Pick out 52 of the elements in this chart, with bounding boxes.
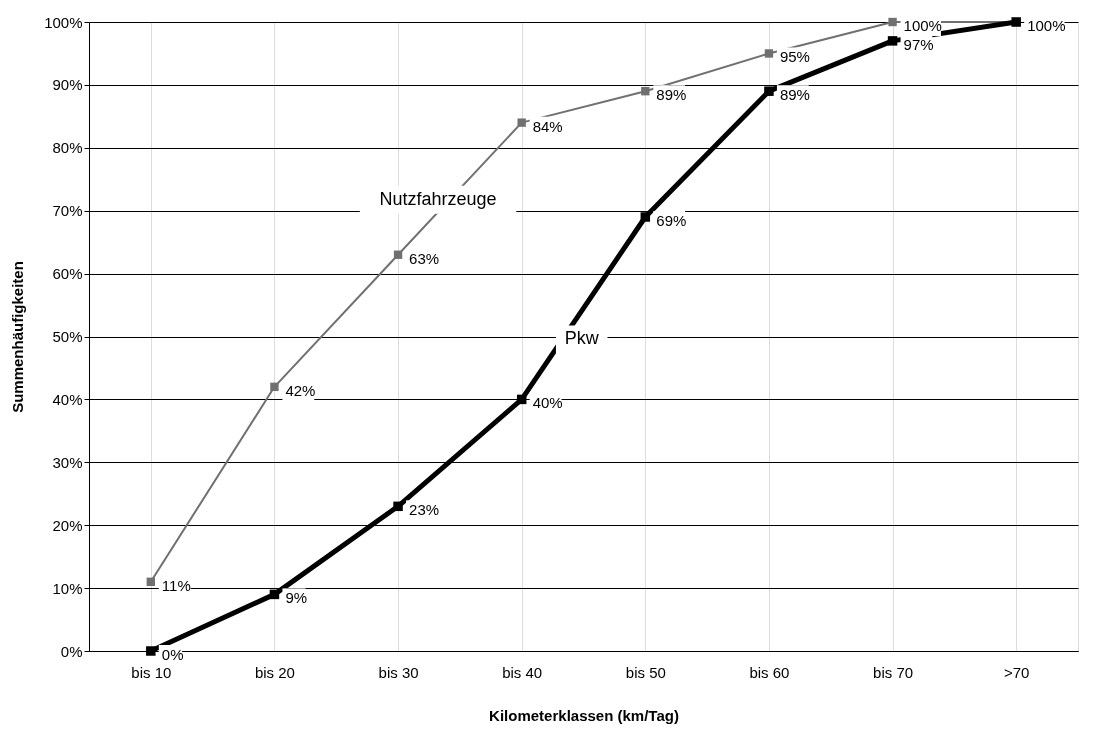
data-label: 84% [532,117,563,135]
point [764,49,774,58]
point [764,86,774,96]
data-label: 100% [1027,17,1066,34]
y-tick-label: 70% [52,202,83,220]
y-tick-label: 80% [52,139,83,157]
x-tick-label: bis 50 [625,663,666,681]
x-axis-title: Kilometerklassen (km/Tag) [489,706,679,724]
y-axis-title: Summenhäufigkeiten [9,261,27,413]
point [888,17,897,27]
x-tick-label: bis 60 [749,663,790,681]
x-tick-label: bis 20 [254,663,295,681]
y-tick-label: 0% [60,642,83,660]
data-label: 0% [161,646,184,663]
point [146,577,155,586]
point [516,394,527,405]
data-label: 95% [779,48,810,66]
x-tick-label: >70 [1003,663,1030,681]
point [270,382,279,391]
data-label: 42% [285,381,316,399]
data-label: 97% [903,35,934,53]
data-label: 89% [656,86,687,104]
y-tick-label: 50% [52,328,83,345]
data-label: 40% [532,394,563,412]
series-label: Nutzfahrzeuge [379,188,497,209]
data-label: 89% [779,86,810,104]
data-label: 9% [285,589,308,607]
y-tick-label: 10% [52,579,83,597]
point [641,87,650,96]
x-tick-label: bis 40 [502,663,543,681]
y-tick-label: 30% [52,453,83,471]
x-tick-label: bis 70 [873,663,914,681]
data-label: 100% [903,17,942,34]
data-label: 69% [656,211,687,229]
point [393,501,403,512]
x-tick-label: bis 30 [378,663,419,681]
y-tick-label: 100% [44,13,83,31]
y-tick-label: 90% [52,76,83,94]
point [146,646,156,656]
data-label: 63% [409,249,440,267]
x-tick-label: bis 10 [131,663,172,681]
point [269,589,280,600]
point [517,118,526,127]
point [887,36,898,46]
y-tick-label: 60% [52,265,83,283]
point [640,212,651,222]
data-label: 11% [161,576,191,594]
y-tick-label: 40% [52,390,83,408]
data-label: 23% [409,501,440,519]
series-label: Pkw [564,328,600,349]
point [393,250,403,259]
y-tick-label: 20% [52,516,83,534]
